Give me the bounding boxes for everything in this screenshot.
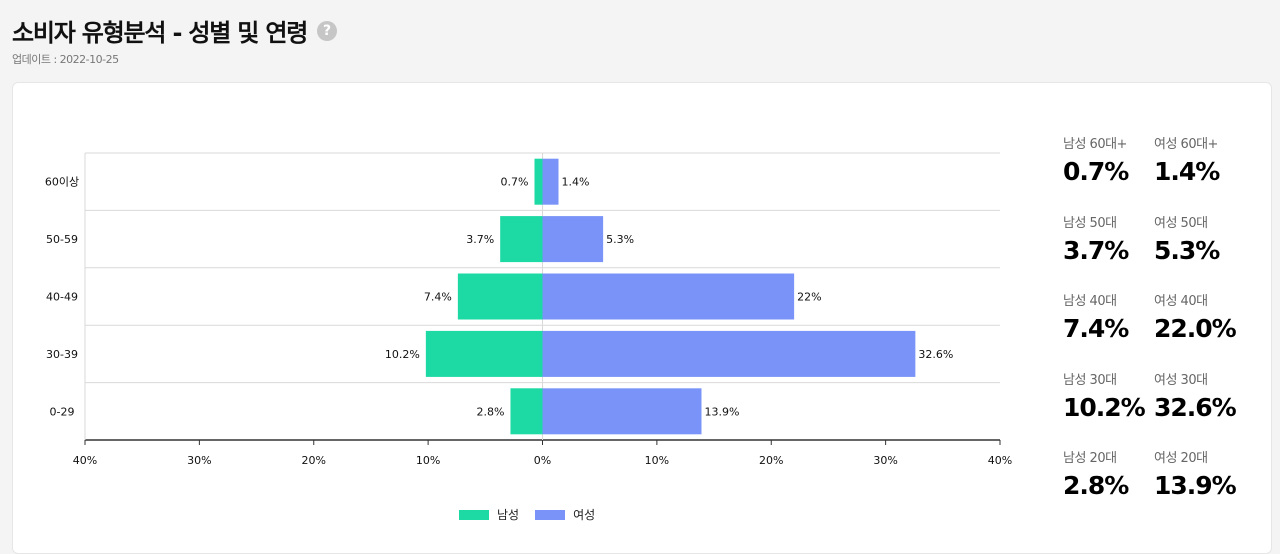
stat-label: 여성 60대+ xyxy=(1154,137,1218,152)
category-label: 0-29 xyxy=(50,405,75,418)
x-tick-label: 20% xyxy=(302,454,326,467)
updated-date: 업데이트 : 2022-10-25 xyxy=(12,53,119,66)
question-circle-icon[interactable]: ? xyxy=(317,21,338,41)
stat-male-60: 남성 60대+ 0.7% xyxy=(1063,133,1154,212)
stat-value: 32.6% xyxy=(1154,392,1237,422)
stat-male-40: 남성 40대 7.4% xyxy=(1063,290,1154,369)
stat-value: 7.4% xyxy=(1063,314,1129,343)
bar-female xyxy=(542,330,916,377)
stat-female-30: 여성 30대 32.6% xyxy=(1154,369,1245,448)
stat-female-50: 여성 50대 5.3% xyxy=(1154,212,1245,291)
category-label: 30-39 xyxy=(46,348,78,361)
legend-swatch-male xyxy=(459,509,489,520)
bar-label-female: 1.4% xyxy=(562,176,590,189)
x-tick-label: 10% xyxy=(416,454,440,467)
stat-label: 남성 40대 xyxy=(1063,294,1117,309)
stat-value: 10.2% xyxy=(1063,392,1146,422)
legend-label-male: 남성 xyxy=(497,508,520,522)
stat-male-20: 남성 20대 2.8% xyxy=(1063,447,1154,526)
bar-label-male: 0.7% xyxy=(501,176,529,189)
bar-label-male: 3.7% xyxy=(466,233,494,246)
chart-legend: 남성 여성 xyxy=(459,506,611,523)
bar-male xyxy=(534,158,543,205)
x-tick-label: 30% xyxy=(873,454,897,467)
category-label: 50-59 xyxy=(46,233,78,246)
stat-female-60: 여성 60대+ 1.4% xyxy=(1154,133,1245,212)
bar-female xyxy=(542,158,559,205)
stat-row-30: 남성 30대 10.2% 여성 30대 32.6% xyxy=(1063,369,1273,448)
stat-female-40: 여성 40대 22.0% xyxy=(1154,290,1245,369)
x-tick-label: 40% xyxy=(73,454,97,467)
category-label: 40-49 xyxy=(46,291,78,304)
stat-value: 1.4% xyxy=(1154,157,1220,186)
bar-label-male: 2.8% xyxy=(477,405,505,418)
stat-value: 13.9% xyxy=(1154,471,1237,500)
x-tick-label: 20% xyxy=(759,454,783,467)
stat-row-40: 남성 40대 7.4% 여성 40대 22.0% xyxy=(1063,290,1273,369)
stat-row-50: 남성 50대 3.7% 여성 50대 5.3% xyxy=(1063,212,1273,291)
bar-label-female: 5.3% xyxy=(606,233,634,246)
bar-label-female: 22% xyxy=(797,291,821,304)
legend-item-male[interactable]: 남성 xyxy=(459,506,519,523)
legend-swatch-female xyxy=(535,509,566,520)
stat-label: 여성 40대 xyxy=(1154,294,1208,309)
stats-panel: 남성 60대+ 0.7% 여성 60대+ 1.4% 남성 50대 3.7% 여성… xyxy=(1063,133,1273,526)
stat-value: 2.8% xyxy=(1063,471,1129,500)
bar-label-male: 10.2% xyxy=(385,348,420,361)
stat-female-20: 여성 20대 13.9% xyxy=(1154,447,1245,526)
stat-label: 남성 30대 xyxy=(1063,372,1117,388)
bar-label-female: 13.9% xyxy=(704,405,739,418)
bar-label-female: 32.6% xyxy=(918,348,953,361)
stat-label: 남성 50대 xyxy=(1063,215,1117,231)
stat-label: 남성 60대+ xyxy=(1063,137,1127,152)
stat-label: 여성 20대 xyxy=(1154,451,1208,466)
x-tick-label: 10% xyxy=(645,454,669,467)
stat-value: 22.0% xyxy=(1154,314,1237,343)
category-label: 60이상 xyxy=(45,176,79,189)
bar-male xyxy=(425,330,543,377)
stat-row-20: 남성 20대 2.8% 여성 20대 13.9% xyxy=(1063,447,1273,526)
bar-male xyxy=(457,273,543,320)
stat-value: 3.7% xyxy=(1063,235,1129,265)
stat-label: 여성 30대 xyxy=(1154,372,1208,388)
legend-item-female[interactable]: 여성 xyxy=(535,506,595,523)
legend-label-female: 여성 xyxy=(573,508,596,522)
x-tick-label: 40% xyxy=(988,454,1012,467)
stat-male-50: 남성 50대 3.7% xyxy=(1063,212,1154,291)
bar-male xyxy=(510,388,543,435)
stat-row-60: 남성 60대+ 0.7% 여성 60대+ 1.4% xyxy=(1063,133,1273,212)
bar-male xyxy=(500,216,543,263)
stat-value: 0.7% xyxy=(1063,157,1129,186)
stat-male-30: 남성 30대 10.2% xyxy=(1063,369,1154,448)
bar-female xyxy=(542,388,702,435)
population-pyramid-chart: 40% 30% 20% 10% 0% 10% 20% 30% 40% 60이상 0.7% 1.4% 50… xyxy=(45,152,1012,467)
x-tick-label: 30% xyxy=(187,454,211,467)
title-row: 소비자 유형분석 - 성별 및 연령 ? xyxy=(12,12,338,48)
bar-label-male: 7.4% xyxy=(424,291,452,304)
stat-value: 5.3% xyxy=(1154,235,1220,265)
page-title: 소비자 유형분석 - 성별 및 연령 xyxy=(12,18,308,47)
bar-female xyxy=(542,216,604,263)
stat-label: 남성 20대 xyxy=(1063,451,1117,466)
stat-label: 여성 50대 xyxy=(1154,215,1208,231)
bar-female xyxy=(542,273,795,320)
x-tick-label: 0% xyxy=(534,454,551,467)
